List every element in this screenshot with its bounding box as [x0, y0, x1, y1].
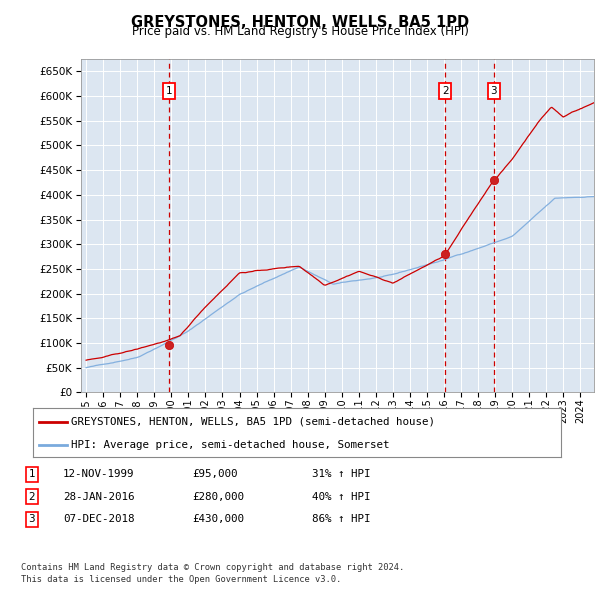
Text: £95,000: £95,000	[192, 470, 238, 479]
Text: 3: 3	[491, 86, 497, 96]
Text: 12-NOV-1999: 12-NOV-1999	[63, 470, 134, 479]
Text: 86% ↑ HPI: 86% ↑ HPI	[312, 514, 371, 524]
Text: 1: 1	[28, 470, 35, 479]
Text: HPI: Average price, semi-detached house, Somerset: HPI: Average price, semi-detached house,…	[71, 440, 389, 450]
Text: GREYSTONES, HENTON, WELLS, BA5 1PD (semi-detached house): GREYSTONES, HENTON, WELLS, BA5 1PD (semi…	[71, 417, 435, 427]
Text: 31% ↑ HPI: 31% ↑ HPI	[312, 470, 371, 479]
Text: 2: 2	[28, 492, 35, 502]
Text: 3: 3	[28, 514, 35, 524]
Text: Contains HM Land Registry data © Crown copyright and database right 2024.
This d: Contains HM Land Registry data © Crown c…	[21, 563, 404, 584]
Text: 28-JAN-2016: 28-JAN-2016	[63, 492, 134, 502]
Text: £280,000: £280,000	[192, 492, 244, 502]
Text: £430,000: £430,000	[192, 514, 244, 524]
Text: 1: 1	[166, 86, 172, 96]
Text: 40% ↑ HPI: 40% ↑ HPI	[312, 492, 371, 502]
Text: 2: 2	[442, 86, 449, 96]
Text: 07-DEC-2018: 07-DEC-2018	[63, 514, 134, 524]
Text: Price paid vs. HM Land Registry's House Price Index (HPI): Price paid vs. HM Land Registry's House …	[131, 25, 469, 38]
Text: GREYSTONES, HENTON, WELLS, BA5 1PD: GREYSTONES, HENTON, WELLS, BA5 1PD	[131, 15, 469, 30]
